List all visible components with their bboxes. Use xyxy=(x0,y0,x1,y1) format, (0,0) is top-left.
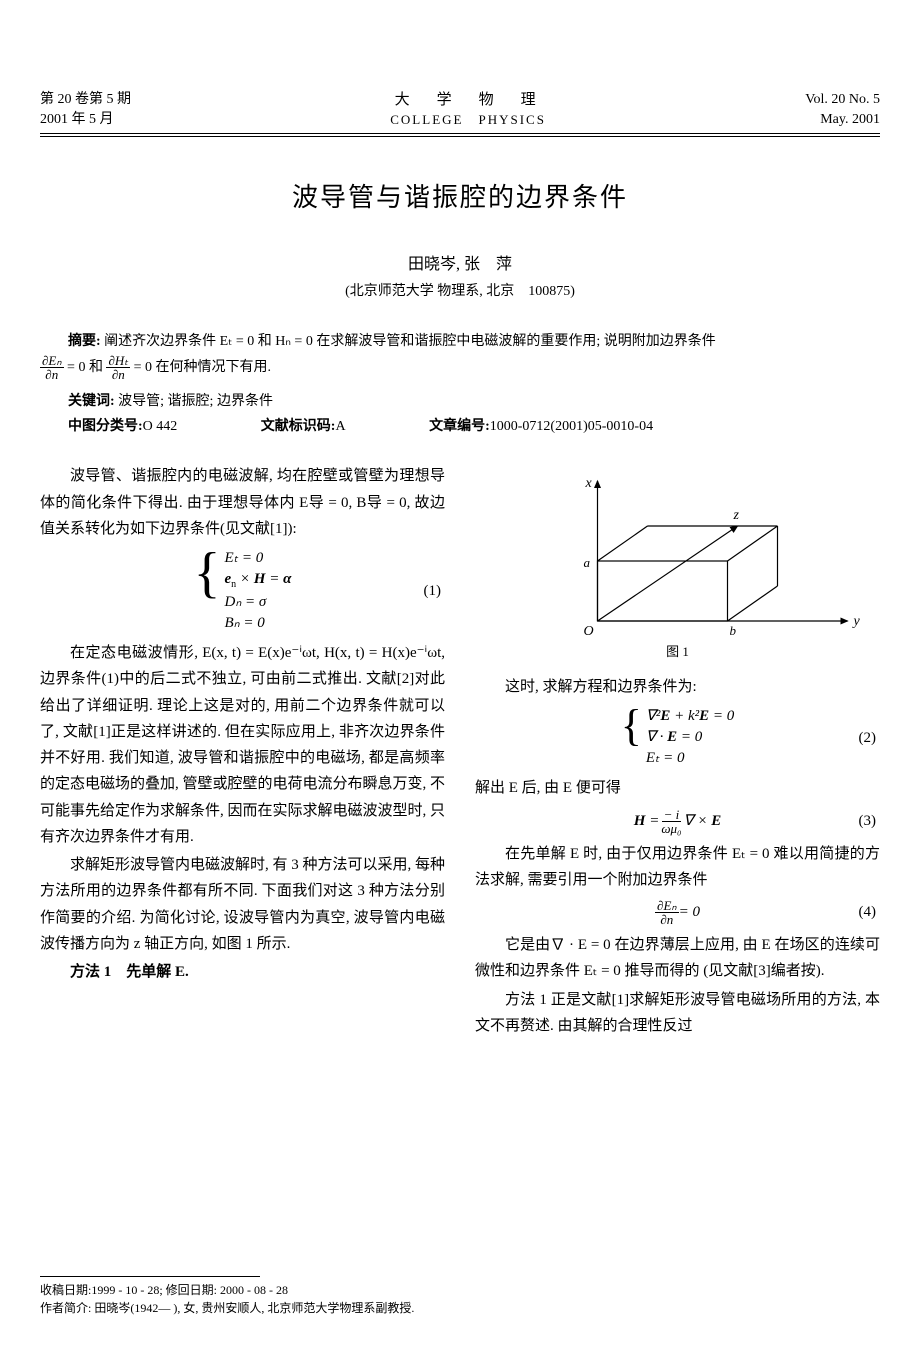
para-r3: 在先单解 E 时, 由于仅用边界条件 Eₜ = 0 难以用简捷的方法求解, 需要… xyxy=(475,841,880,894)
para-r1: 这时, 求解方程和边界条件为: xyxy=(475,674,880,700)
keywords-label: 关键词: xyxy=(68,394,115,409)
svg-text:x: x xyxy=(585,476,593,491)
footnotes: 收稿日期:1999 - 10 - 28; 修回日期: 2000 - 08 - 2… xyxy=(40,1246,880,1317)
issue-volume-cn: 第 20 卷第 5 期 xyxy=(40,90,131,110)
classification-line: 中图分类号:O 442 文献标识码:A 文章编号:1000-0712(2001)… xyxy=(40,414,880,439)
para-r5: 方法 1 正是文献[1]求解矩形波导管电磁场所用的方法, 本文不再赘述. 由其解… xyxy=(475,987,880,1040)
equation-3: H = − i ωμ₀ ∇ × E (3) xyxy=(475,808,880,835)
eq-number-4: (4) xyxy=(859,899,877,925)
para-r2: 解出 E 后, 由 E 便可得 xyxy=(475,775,880,801)
header-center: 大 学 物 理 COLLEGE PHYSICS xyxy=(390,90,546,129)
footnote-rule xyxy=(40,1276,260,1277)
abstract-text-3: = 0 在何种情况下有用. xyxy=(134,360,271,375)
keywords: 波导管; 谐振腔; 边界条件 xyxy=(118,394,273,409)
equation-2: { ∇²E + k²E = 0 ∇ · E = 0 Eₜ = 0 (2) xyxy=(475,706,880,769)
eq-number-1: (1) xyxy=(424,578,442,604)
header-left: 第 20 卷第 5 期 2001 年 5 月 xyxy=(40,90,131,129)
equation-4: ∂Eₙ ∂n = 0 (4) xyxy=(475,899,880,926)
para-1: 波导管、谐振腔内的电磁波解, 均在腔壁或管壁为理想导体的简化条件下得出. 由于理… xyxy=(40,463,445,542)
issue-date-cn: 2001 年 5 月 xyxy=(40,110,131,130)
para-2: 在定态电磁波情形, E(x, t) = E(x)e⁻ⁱωt, H(x, t) =… xyxy=(40,640,445,850)
author-bio: 作者简介: 田晓岑(1942— ), 女, 贵州安顺人, 北京师范大学物理系副教… xyxy=(40,1299,880,1317)
brace-icon: { xyxy=(621,706,642,769)
authors: 田晓岑, 张 萍 xyxy=(40,250,880,274)
eq-number-3: (3) xyxy=(859,808,877,834)
left-column: 波导管、谐振腔内的电磁波解, 均在腔壁或管壁为理想导体的简化条件下得出. 由于理… xyxy=(40,463,445,1041)
right-column: x z y a b O 图 1 这时, 求解方程和边界条件为: { ∇²E + … xyxy=(475,463,880,1041)
header-right: Vol. 20 No. 5 May. 2001 xyxy=(805,90,880,129)
abstract-text-1: 阐述齐次边界条件 Eₜ = 0 和 Hₙ = 0 在求解波导管和谐振腔中电磁波解… xyxy=(104,334,716,349)
body-columns: 波导管、谐振腔内的电磁波解, 均在腔壁或管壁为理想导体的简化条件下得出. 由于理… xyxy=(40,463,880,1041)
abstract-text-2: = 0 和 xyxy=(67,360,106,375)
waveguide-diagram: x z y a b O xyxy=(475,471,880,641)
issue-volume-en: Vol. 20 No. 5 xyxy=(805,90,880,110)
received-date: 收稿日期:1999 - 10 - 28; 修回日期: 2000 - 08 - 2… xyxy=(40,1281,880,1299)
svg-text:y: y xyxy=(852,614,861,629)
issue-date-en: May. 2001 xyxy=(805,110,880,130)
figure-1-caption: 图 1 xyxy=(475,641,880,664)
journal-name-en: COLLEGE PHYSICS xyxy=(390,111,546,129)
abstract-frac-2: ∂Hₜ ∂n xyxy=(106,354,130,381)
affiliation: (北京师范大学 物理系, 北京 100875) xyxy=(40,280,880,300)
para-3: 求解矩形波导管内电磁波解时, 有 3 种方法可以采用, 每种方法所用的边界条件都… xyxy=(40,852,445,957)
svg-text:z: z xyxy=(733,508,740,523)
svg-text:a: a xyxy=(584,555,591,570)
journal-name-cn: 大 学 物 理 xyxy=(390,90,546,111)
abstract-label: 摘要: xyxy=(68,334,101,349)
keywords-line: 关键词: 波导管; 谐振腔; 边界条件 xyxy=(40,389,880,414)
svg-text:O: O xyxy=(584,624,594,639)
para-r4: 它是由∇ · E = 0 在边界薄层上应用, 由 E 在场区的连续可微性和边界条… xyxy=(475,932,880,985)
brace-icon: { xyxy=(194,548,221,634)
header-rule xyxy=(40,133,880,137)
equation-1: { Eₜ = 0 en × H = α Dₙ = σ Bₙ = 0 (1) xyxy=(40,548,445,634)
abstract-block: 摘要: 阐述齐次边界条件 Eₜ = 0 和 Hₙ = 0 在求解波导管和谐振腔中… xyxy=(40,330,880,381)
journal-header: 第 20 卷第 5 期 2001 年 5 月 大 学 物 理 COLLEGE P… xyxy=(40,90,880,129)
article-title: 波导管与谐振腔的边界条件 xyxy=(40,177,880,214)
abstract-frac-1: ∂Eₙ ∂n xyxy=(40,354,64,381)
figure-1: x z y a b O xyxy=(475,471,880,641)
eq-number-2: (2) xyxy=(859,725,877,751)
svg-text:b: b xyxy=(730,623,737,638)
method-1-heading: 方法 1 先单解 E. xyxy=(40,959,445,985)
